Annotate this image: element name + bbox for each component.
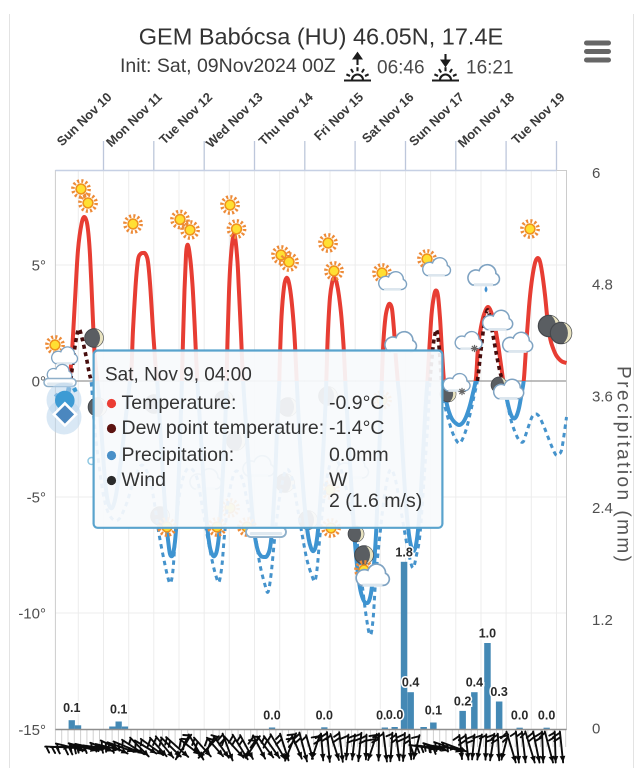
- svg-text:Init: Sat, 09Nov2024 00Z: Init: Sat, 09Nov2024 00Z: [120, 55, 336, 77]
- svg-text:-0.9°C: -0.9°C: [329, 392, 384, 414]
- svg-text:3.6: 3.6: [592, 388, 613, 405]
- svg-text:Wind: Wind: [122, 469, 166, 491]
- svg-text:2.4: 2.4: [592, 500, 613, 517]
- svg-text:GEM Babócsa (HU) 46.05N, 17.4E: GEM Babócsa (HU) 46.05N, 17.4E: [139, 24, 503, 50]
- svg-text:0.0mm: 0.0mm: [329, 444, 389, 466]
- svg-text:Temperature:: Temperature:: [122, 392, 237, 414]
- svg-text:0°: 0°: [32, 373, 46, 390]
- svg-text:1.2: 1.2: [592, 612, 613, 629]
- svg-text:0.2: 0.2: [454, 694, 471, 708]
- svg-text:1.0: 1.0: [479, 627, 496, 641]
- svg-text:0.0: 0.0: [316, 708, 333, 722]
- svg-text:0.0: 0.0: [538, 709, 555, 723]
- svg-text:6: 6: [592, 165, 600, 182]
- svg-text:0.4: 0.4: [466, 676, 483, 690]
- svg-text:-1.4°C: -1.4°C: [329, 417, 384, 439]
- svg-text:Precipitation (mm): Precipitation (mm): [613, 366, 634, 562]
- svg-text:-15°: -15°: [18, 722, 46, 739]
- svg-text:0.1: 0.1: [110, 703, 127, 717]
- svg-text:16:21: 16:21: [466, 58, 514, 79]
- svg-text:-5°: -5°: [27, 489, 46, 506]
- svg-text:0.0: 0.0: [263, 709, 280, 723]
- svg-text:2 (1.6 m/s): 2 (1.6 m/s): [329, 490, 422, 512]
- svg-text:1.8: 1.8: [395, 545, 412, 559]
- svg-text:0.0: 0.0: [376, 709, 393, 723]
- svg-text:0.4: 0.4: [402, 676, 419, 690]
- svg-text:0.0: 0.0: [386, 708, 403, 722]
- svg-text:5°: 5°: [32, 257, 46, 274]
- svg-text:0.0: 0.0: [511, 709, 528, 723]
- svg-text:W: W: [329, 469, 348, 491]
- svg-text:0.1: 0.1: [425, 704, 442, 718]
- svg-text:0: 0: [592, 720, 600, 737]
- svg-text:06:46: 06:46: [377, 58, 425, 79]
- svg-text:4.8: 4.8: [592, 277, 613, 294]
- svg-text:Precipitation:: Precipitation:: [122, 444, 235, 466]
- svg-text:Sat, Nov 9, 04:00: Sat, Nov 9, 04:00: [105, 365, 252, 386]
- svg-text:0.3: 0.3: [490, 685, 507, 699]
- svg-text:0.1: 0.1: [63, 701, 80, 715]
- svg-text:Dew point temperature:: Dew point temperature:: [122, 417, 325, 439]
- svg-text:-10°: -10°: [18, 605, 46, 622]
